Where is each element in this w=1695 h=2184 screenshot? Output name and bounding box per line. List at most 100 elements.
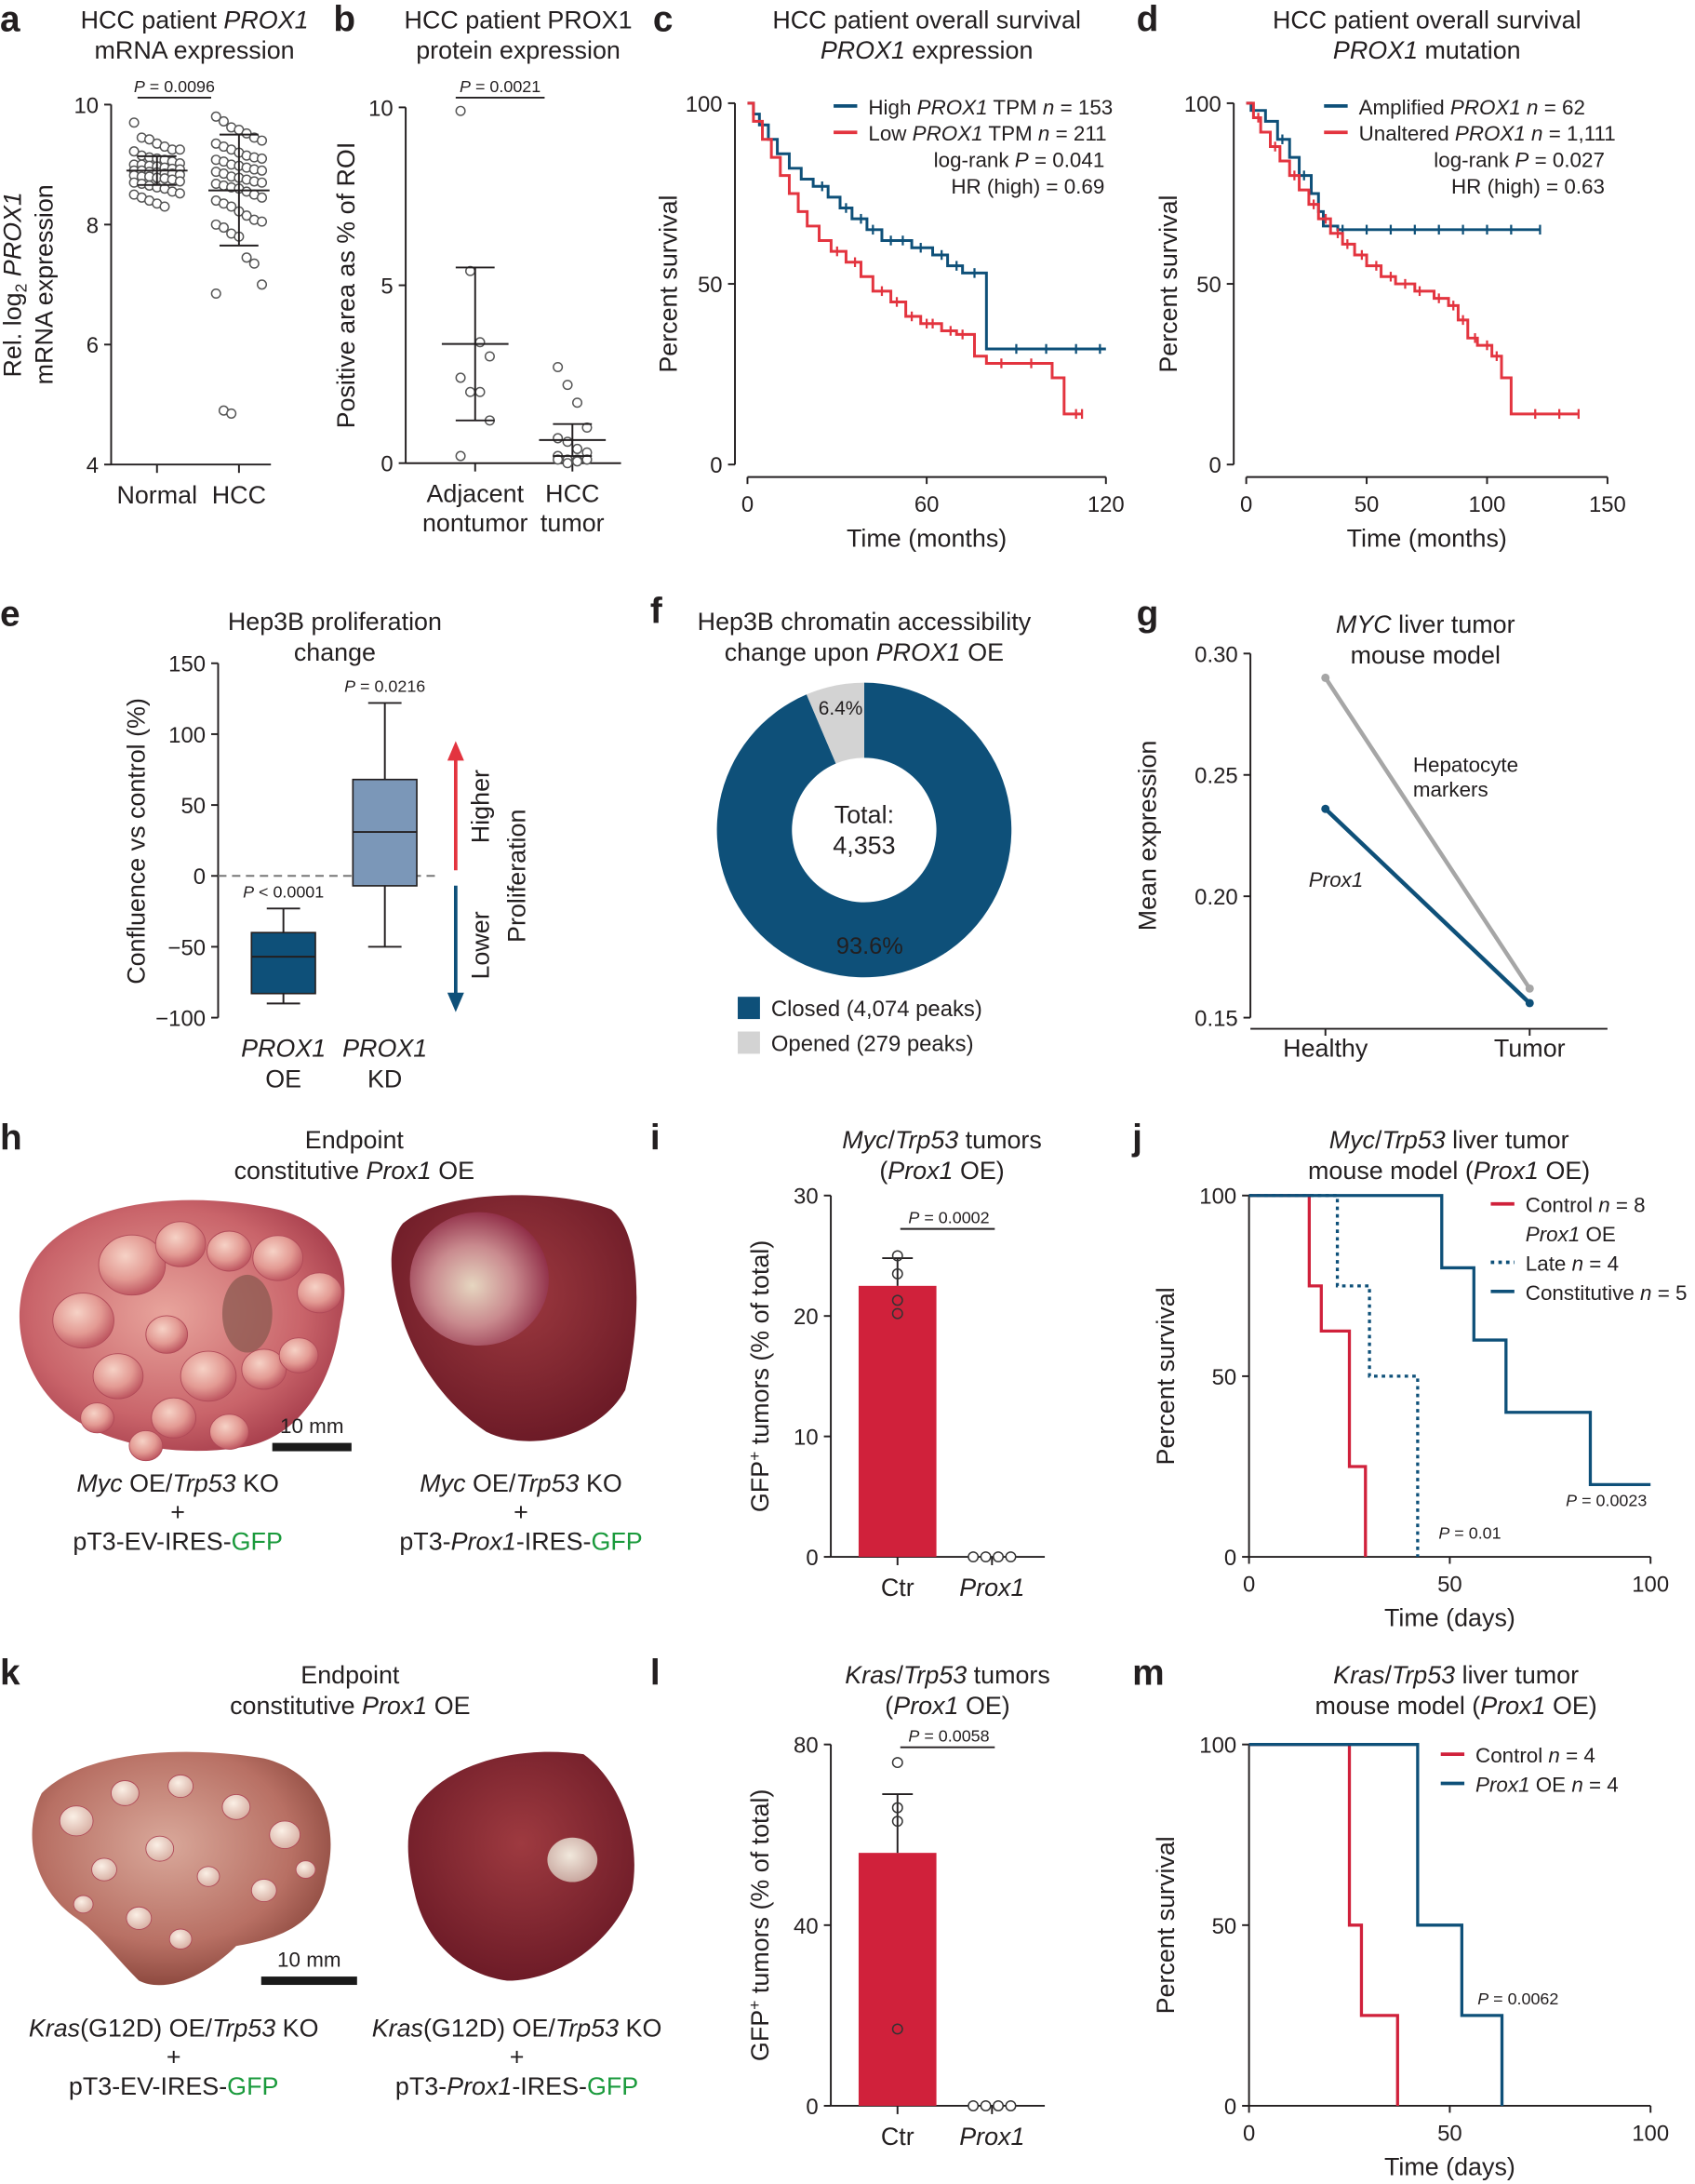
text-span: 2 <box>11 284 30 293</box>
text-span: Time (months) <box>1347 524 1507 552</box>
text-span: = 4 <box>1583 1773 1619 1796</box>
x-tick-label: 50 <box>1355 492 1380 517</box>
text-span: 50 <box>1212 1914 1237 1939</box>
text-span <box>0 276 26 283</box>
text-span: mouse model <box>1351 641 1501 669</box>
panel-title: HCC patient PROX1 <box>81 6 309 33</box>
text-span: Opened (279 peaks) <box>771 1031 974 1056</box>
data-point <box>484 351 495 362</box>
y-tick-label: 10 <box>73 93 99 118</box>
data-point <box>455 372 466 383</box>
y-axis-label: Rel. log2 PROX1 <box>0 192 30 377</box>
data-point <box>891 1757 903 1769</box>
text-span: PROX1 <box>1450 96 1521 119</box>
text-span: 0 <box>1208 453 1221 478</box>
text-span: Prox1 <box>888 1157 953 1185</box>
data-point <box>891 1294 903 1306</box>
text-span: PROX1 <box>917 96 988 119</box>
text-span: Confluence vs control (%) <box>122 698 150 985</box>
data-point <box>993 2099 1005 2111</box>
category-label: tumor <box>541 509 605 537</box>
genotype-label: pT3-Prox1-IRES-GFP <box>395 2072 638 2100</box>
x-tick-label: 120 <box>1088 492 1125 517</box>
text-span: pT3-EV-IRES- <box>69 2072 227 2100</box>
text-span: m <box>1132 1653 1165 1693</box>
text-span: 40 <box>794 1914 819 1939</box>
text-span: constitutive <box>230 1692 362 1720</box>
genotype-label: pT3-Prox1-IRES-GFP <box>399 1528 642 1556</box>
text-span: 5 <box>380 275 393 300</box>
text-span: Trp53 <box>212 2014 275 2042</box>
data-point <box>571 397 583 409</box>
text-span: = 1,111 <box>1543 122 1616 145</box>
down-arrow-head <box>447 992 464 1012</box>
text-span: GFP <box>746 1461 774 1512</box>
text-span: Prox1 <box>959 1574 1024 1601</box>
tumor-nodule <box>295 1860 316 1879</box>
y-tick-label: 100 <box>168 723 206 748</box>
text-span: = 0.0021 <box>471 77 541 96</box>
legend-label: Low PROX1 TPM n = 211 <box>868 122 1106 145</box>
text-span: 100 <box>1632 2121 1669 2146</box>
text-span: 0 <box>1243 1572 1255 1597</box>
arrow-axis-label: Proliferation <box>503 810 531 943</box>
p-value: P = 0.0023 <box>1566 1492 1647 1510</box>
text-span: k <box>0 1653 20 1693</box>
text-span: 6.4% <box>819 698 863 719</box>
text-span: OE) <box>958 1692 1009 1720</box>
text-span: Time (months) <box>847 524 1007 552</box>
text-span: P <box>460 77 471 96</box>
text-span: PROX1 <box>223 6 308 33</box>
legend-label: Closed (4,074 peaks) <box>771 997 982 1022</box>
p-value: P = 0.0096 <box>134 77 215 96</box>
data-point <box>1005 1551 1017 1563</box>
tumor-nodule <box>278 1337 319 1373</box>
y-tick-label: 0 <box>1224 2095 1236 2120</box>
text-span: HCC patient overall survival <box>1273 6 1582 33</box>
text-span: nontumor <box>422 509 528 537</box>
data-point <box>891 1816 903 1828</box>
genotype-label: + <box>167 2043 181 2071</box>
text-span: pT3- <box>399 1528 450 1556</box>
text-span: Trp53 <box>1381 1126 1445 1154</box>
category-label: HCC <box>545 480 599 508</box>
data-point <box>891 2023 903 2035</box>
text-span: 50 <box>180 794 206 819</box>
text-span: KD <box>367 1065 402 1092</box>
panel-title: PROX1 expression <box>821 36 1034 64</box>
text-span: = 211 <box>1049 122 1106 145</box>
text-span: 60 <box>914 492 940 517</box>
arrow-label: Higher <box>467 770 495 843</box>
text-span: OE <box>427 1692 470 1720</box>
y-tick-label: 0 <box>194 864 206 890</box>
tumor-nodule <box>250 1878 277 1903</box>
category-label: Ctr <box>881 2123 914 2151</box>
text-span: Lower <box>467 911 495 979</box>
panel-title: mRNA expression <box>95 36 295 64</box>
text-span: 0.30 <box>1195 642 1237 667</box>
text-span: tumor <box>541 509 605 537</box>
text-span: liver tumor <box>1392 610 1515 638</box>
data-point <box>256 177 268 188</box>
donut-center-value: 4,353 <box>833 831 895 859</box>
text-span: liver tumor <box>1446 1126 1569 1154</box>
text-span: P <box>344 677 355 695</box>
tumor-nodule <box>98 1234 167 1296</box>
panel-letter: j <box>1131 1118 1142 1158</box>
text-span: Prox1 <box>1475 1773 1530 1796</box>
text-span: tumors <box>967 1661 1050 1689</box>
text-span: Prox1 <box>1480 1692 1545 1720</box>
data-point <box>553 361 564 373</box>
text-span: 50 <box>698 273 723 298</box>
legend-swatch <box>738 1031 760 1054</box>
category-label: Tumor <box>1494 1034 1566 1062</box>
y-tick-label: 50 <box>1196 273 1221 298</box>
text-span: 50 <box>1437 2121 1462 2146</box>
text-span: = 0.01 <box>1449 1524 1501 1543</box>
x-axis-label: Time (days) <box>1384 1604 1515 1632</box>
scale-bar-label: 10 mm <box>277 1949 340 1972</box>
text-span: h <box>0 1118 22 1158</box>
text-span: log-rank <box>934 149 1015 172</box>
y-axis-label: Confluence vs control (%) <box>122 698 150 985</box>
